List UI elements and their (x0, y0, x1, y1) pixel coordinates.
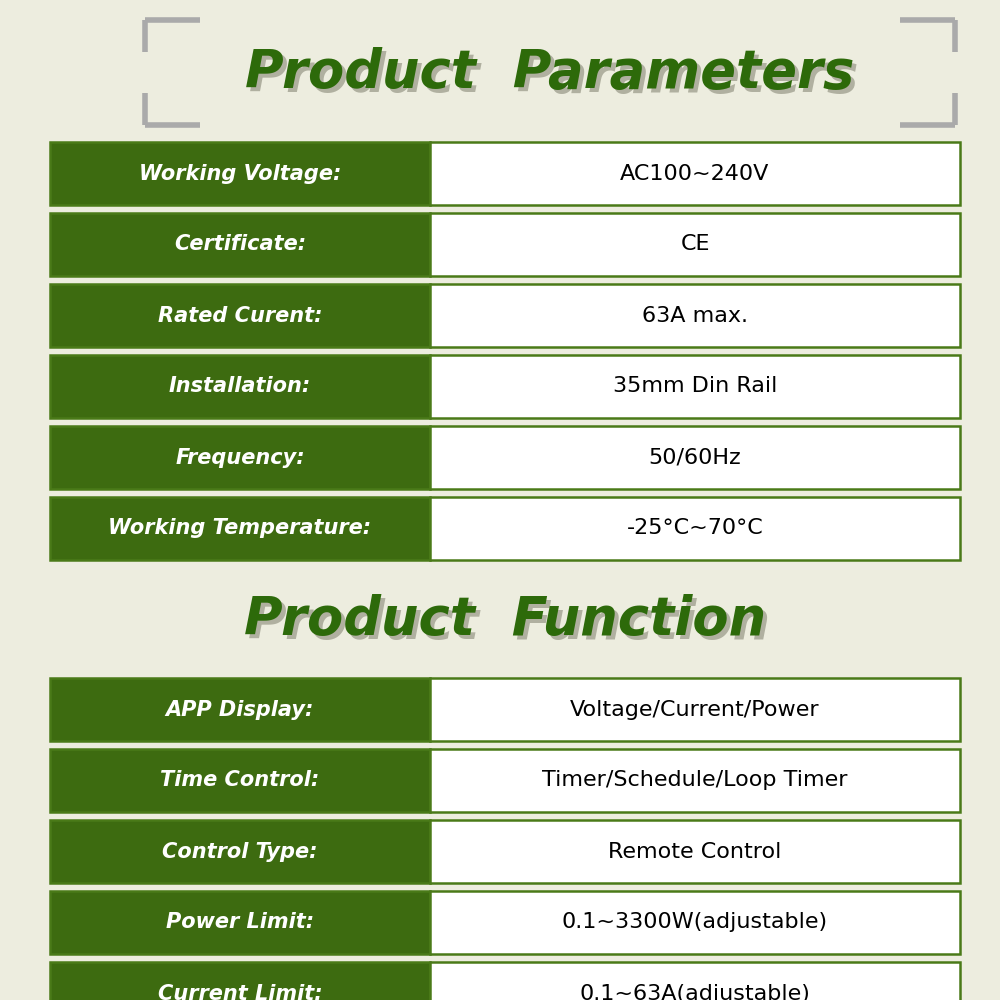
Text: AC100~240V: AC100~240V (620, 163, 770, 184)
Text: Product  Function: Product Function (248, 598, 770, 650)
Text: Frequency:: Frequency: (175, 448, 305, 468)
Text: Product  Parameters: Product Parameters (249, 50, 859, 103)
FancyBboxPatch shape (430, 678, 960, 741)
FancyBboxPatch shape (50, 820, 430, 883)
FancyBboxPatch shape (50, 426, 430, 489)
FancyBboxPatch shape (50, 213, 430, 276)
Text: Time Control:: Time Control: (160, 770, 320, 790)
Text: Certificate:: Certificate: (174, 234, 306, 254)
FancyBboxPatch shape (50, 749, 430, 812)
FancyBboxPatch shape (430, 820, 960, 883)
FancyBboxPatch shape (430, 891, 960, 954)
Text: Installation:: Installation: (169, 376, 311, 396)
Text: 63A max.: 63A max. (642, 306, 748, 326)
Text: 50/60Hz: 50/60Hz (649, 448, 741, 468)
FancyBboxPatch shape (430, 497, 960, 560)
FancyBboxPatch shape (50, 962, 430, 1000)
FancyBboxPatch shape (430, 355, 960, 418)
FancyBboxPatch shape (430, 426, 960, 489)
Text: APP Display:: APP Display: (166, 700, 314, 720)
Text: 0.1~3300W(adjustable): 0.1~3300W(adjustable) (562, 912, 828, 932)
FancyBboxPatch shape (430, 142, 960, 205)
Text: Product  Function: Product Function (244, 594, 766, 647)
FancyBboxPatch shape (50, 497, 430, 560)
Text: Product  Parameters: Product Parameters (245, 46, 855, 99)
Text: CE: CE (680, 234, 710, 254)
Text: 0.1~63A(adjustable): 0.1~63A(adjustable) (580, 984, 810, 1000)
Text: Remote Control: Remote Control (608, 842, 782, 861)
Text: Power Limit:: Power Limit: (166, 912, 314, 932)
FancyBboxPatch shape (430, 213, 960, 276)
FancyBboxPatch shape (50, 355, 430, 418)
Text: Working Temperature:: Working Temperature: (108, 518, 372, 538)
Text: 35mm Din Rail: 35mm Din Rail (613, 376, 777, 396)
FancyBboxPatch shape (430, 284, 960, 347)
FancyBboxPatch shape (50, 284, 430, 347)
FancyBboxPatch shape (430, 749, 960, 812)
Text: Voltage/Current/Power: Voltage/Current/Power (570, 700, 820, 720)
Text: Control Type:: Control Type: (162, 842, 318, 861)
FancyBboxPatch shape (50, 142, 430, 205)
Text: -25°C~70°C: -25°C~70°C (627, 518, 763, 538)
FancyBboxPatch shape (50, 891, 430, 954)
FancyBboxPatch shape (50, 678, 430, 741)
Text: Timer/Schedule/Loop Timer: Timer/Schedule/Loop Timer (542, 770, 848, 790)
FancyBboxPatch shape (430, 962, 960, 1000)
Text: Working Voltage:: Working Voltage: (139, 163, 341, 184)
Text: Current Limit:: Current Limit: (158, 984, 322, 1000)
Text: Rated Curent:: Rated Curent: (158, 306, 322, 326)
